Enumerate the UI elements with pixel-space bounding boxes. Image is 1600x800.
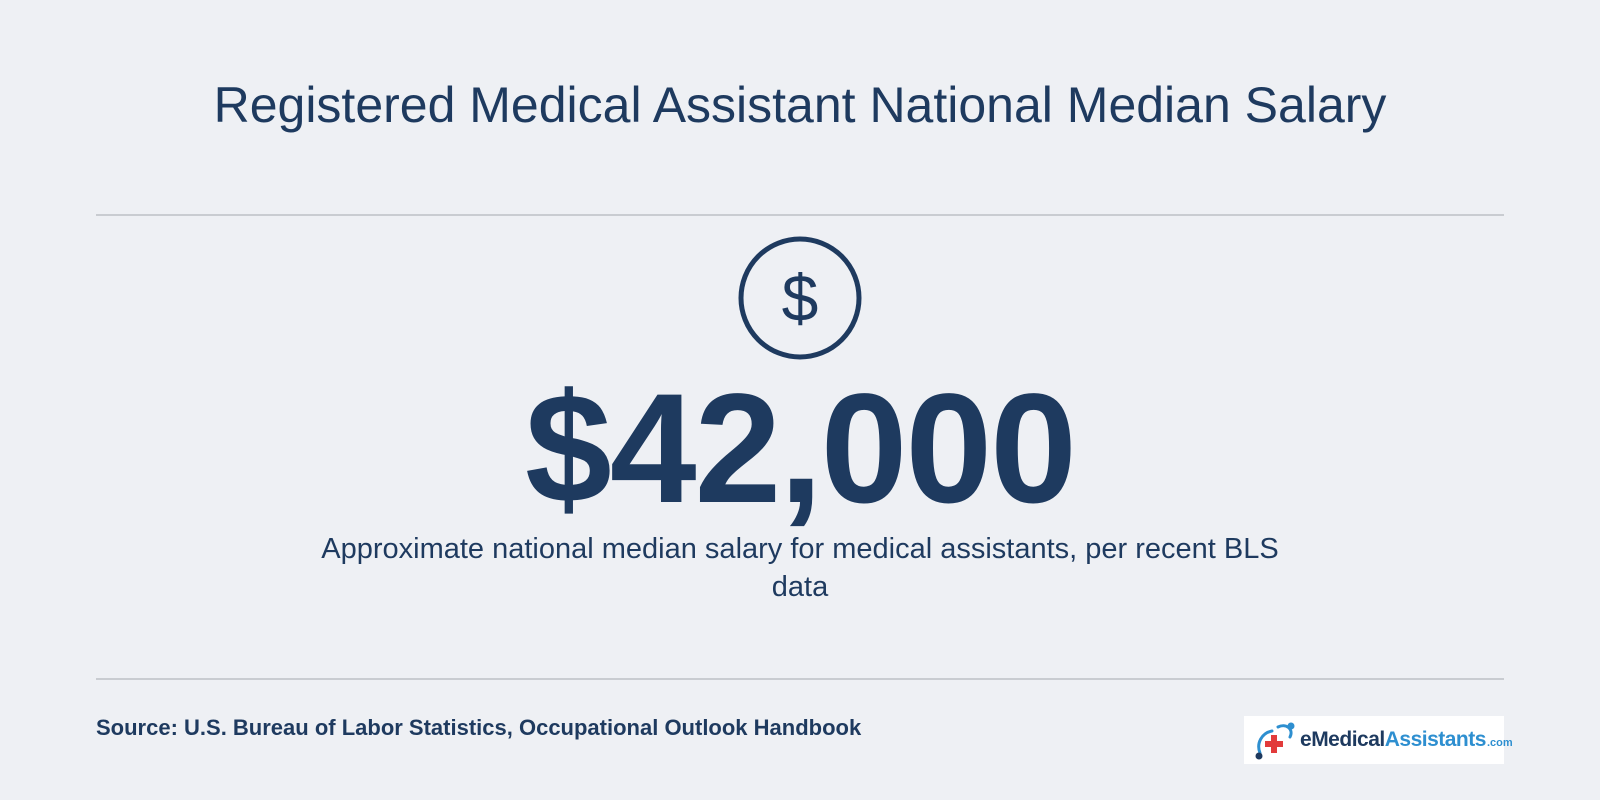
salary-value: $42,000 bbox=[525, 362, 1077, 536]
dollar-circle-icon: $ bbox=[738, 236, 862, 360]
logo-e: e bbox=[1300, 728, 1312, 751]
logo-assistants: Assistants bbox=[1384, 728, 1487, 751]
dollar-glyph: $ bbox=[782, 261, 819, 335]
logo-wordmark: e Medical Assistants .com bbox=[1300, 728, 1513, 752]
logo-com: .com bbox=[1486, 737, 1513, 749]
page-title: Registered Medical Assistant National Me… bbox=[213, 77, 1387, 133]
emedicalassistants-logo: e Medical Assistants .com bbox=[1244, 716, 1513, 764]
top-divider bbox=[96, 214, 1504, 216]
medical-cross-logo-icon bbox=[1255, 722, 1295, 760]
logo-medical: Medical bbox=[1311, 728, 1385, 751]
bottom-divider bbox=[96, 678, 1504, 680]
source-citation: Source: U.S. Bureau of Labor Statistics,… bbox=[96, 715, 862, 740]
salary-description: Approximate national median salary for m… bbox=[321, 533, 1279, 603]
